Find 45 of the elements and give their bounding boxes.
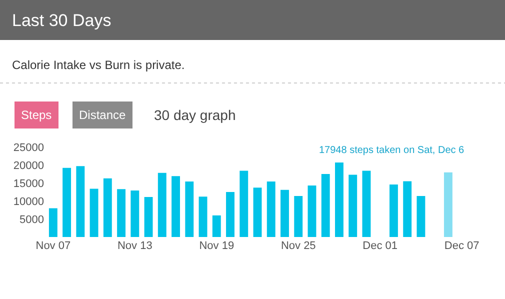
text: 30 day graph xyxy=(154,107,236,123)
bar xyxy=(294,196,303,237)
chart-title: Last 30 Days xyxy=(12,11,112,30)
bar xyxy=(130,190,140,237)
x-tick-label: Dec 07 xyxy=(444,240,480,252)
y-tick-label: 5000 xyxy=(20,214,44,226)
x-tick-label: Nov 13 xyxy=(117,240,152,252)
bar xyxy=(90,188,98,237)
bar xyxy=(240,170,248,237)
bar xyxy=(416,196,426,237)
bar xyxy=(266,182,276,237)
bar xyxy=(76,166,85,237)
bar xyxy=(335,162,344,237)
bar xyxy=(198,196,208,237)
bar xyxy=(144,197,153,237)
x-tick-label: Nov 19 xyxy=(199,240,234,252)
bar xyxy=(280,190,289,237)
x-tick-label: Nov 07 xyxy=(36,240,71,252)
chart-subtitle: Calorie Intake vs Burn is private. xyxy=(12,58,185,72)
text: Steps xyxy=(21,108,52,122)
x-tick-label: Dec 01 xyxy=(362,240,398,252)
bar xyxy=(158,172,166,237)
x-tick-label: Nov 25 xyxy=(280,240,316,252)
bar xyxy=(321,174,330,237)
bar xyxy=(390,184,398,237)
annotation: 17948 steps taken on Sat, Dec 6 xyxy=(319,145,465,156)
text: Distance xyxy=(79,108,126,122)
bar xyxy=(226,192,234,237)
bar xyxy=(185,182,194,237)
bar xyxy=(308,186,316,237)
bar xyxy=(117,189,126,237)
bar xyxy=(444,172,452,237)
y-tick-label: 15000 xyxy=(13,178,44,190)
y-tick-label: 25000 xyxy=(13,142,44,154)
bar xyxy=(362,170,371,237)
bar xyxy=(253,188,262,237)
bar xyxy=(348,174,358,237)
y-tick-label: 10000 xyxy=(13,196,44,208)
bar xyxy=(403,181,412,237)
bar xyxy=(212,215,221,237)
y-tick-label: 20000 xyxy=(13,160,44,172)
bar xyxy=(62,168,72,237)
bar xyxy=(48,208,58,237)
bar xyxy=(103,178,112,237)
bar xyxy=(172,176,180,237)
